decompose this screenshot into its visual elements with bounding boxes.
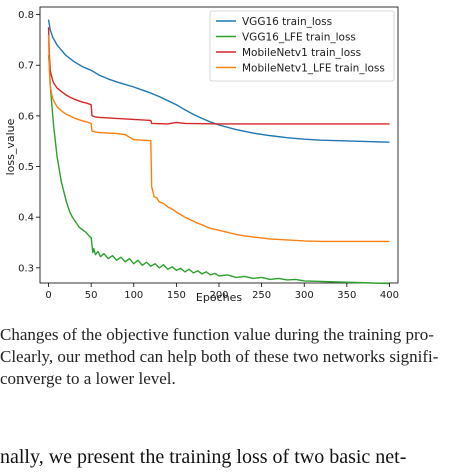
y-tick-label: 0.4 xyxy=(18,213,34,224)
series-line-3 xyxy=(47,27,390,125)
legend-label-3: MobileNetv1 train_loss xyxy=(242,47,361,59)
series-line-2 xyxy=(47,55,390,285)
x-axis-ticks: 0 50 100 150 200 250 300 350 400 xyxy=(45,283,399,301)
series-layer xyxy=(47,19,390,285)
y-axis-ticks: 0.3 0.4 0.5 0.6 0.7 0.8 xyxy=(18,10,40,274)
x-tick-label: 0 xyxy=(45,290,51,301)
y-tick-label: 0.3 xyxy=(18,263,34,274)
legend-label-2: VGG16_LFE train_loss xyxy=(242,31,356,43)
x-tick-label: 150 xyxy=(167,290,186,301)
series-line-1 xyxy=(47,19,390,143)
x-tick-label: 200 xyxy=(209,290,228,301)
x-tick-label: 300 xyxy=(295,290,314,301)
legend-label-4: MobileNetv1_LFE train_loss xyxy=(242,62,385,74)
x-tick-label: 250 xyxy=(252,290,271,301)
y-tick-label: 0.8 xyxy=(18,10,34,21)
x-axis-label: Epoches xyxy=(196,291,242,304)
y-tick-label: 0.7 xyxy=(18,61,34,72)
figure-caption-line-1: Changes of the objective function value … xyxy=(0,325,434,344)
figure-caption-line-2: Clearly, our method can help both of the… xyxy=(0,347,439,366)
x-tick-label: 400 xyxy=(380,290,399,301)
legend-label-1: VGG16 train_loss xyxy=(242,16,332,28)
body-paragraph-fragment: nally, we present the training loss of t… xyxy=(0,446,407,468)
x-tick-label: 50 xyxy=(85,290,98,301)
x-tick-label: 100 xyxy=(124,290,143,301)
y-tick-label: 0.5 xyxy=(18,162,34,173)
legend: VGG16 train_loss VGG16_LFE train_loss Mobi… xyxy=(209,10,395,82)
y-tick-label: 0.6 xyxy=(18,111,34,122)
legend-box xyxy=(209,10,395,82)
series-line-4 xyxy=(47,34,390,243)
figure-caption-line-3: converge to a lower level. xyxy=(0,369,176,388)
y-axis-label: loss_value xyxy=(4,118,17,175)
x-tick-label: 350 xyxy=(337,290,356,301)
loss-chart: 0.3 0.4 0.5 0.6 0.7 0.8 0 50 100 150 200 250 300 350… xyxy=(4,6,399,304)
